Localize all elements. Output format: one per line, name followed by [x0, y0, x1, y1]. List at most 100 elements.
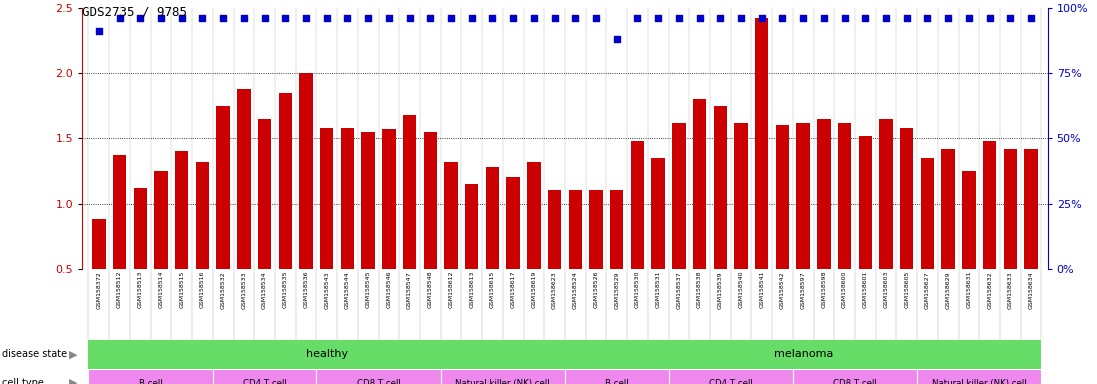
Bar: [565, 340, 1041, 369]
Text: GSM158512: GSM158512: [117, 271, 122, 308]
Text: ▶: ▶: [69, 349, 78, 359]
Text: GSM158537: GSM158537: [677, 271, 681, 309]
Bar: [693, 99, 706, 334]
Point: [173, 15, 191, 21]
Bar: [507, 177, 520, 334]
Text: GSM158535: GSM158535: [283, 271, 287, 308]
Text: GSM158631: GSM158631: [966, 271, 972, 308]
Point: [857, 15, 874, 21]
Point: [753, 15, 770, 21]
Bar: [176, 151, 189, 334]
Bar: [900, 128, 914, 334]
Text: GSM158372: GSM158372: [97, 271, 101, 309]
Bar: [441, 369, 565, 384]
Text: GSM158530: GSM158530: [635, 271, 640, 308]
Point: [670, 15, 688, 21]
Text: GSM158601: GSM158601: [863, 271, 868, 308]
Text: GSM158603: GSM158603: [883, 271, 889, 308]
Text: CD4 T cell: CD4 T cell: [242, 379, 286, 384]
Point: [256, 15, 273, 21]
Bar: [962, 171, 975, 334]
Bar: [465, 184, 478, 334]
Bar: [237, 89, 250, 334]
Bar: [299, 73, 313, 334]
Bar: [1025, 149, 1038, 334]
Point: [691, 15, 709, 21]
Point: [733, 15, 750, 21]
Text: GSM158623: GSM158623: [552, 271, 557, 309]
Text: GSM158629: GSM158629: [946, 271, 951, 309]
Bar: [258, 119, 271, 334]
Text: melanoma: melanoma: [773, 349, 833, 359]
Text: GSM158543: GSM158543: [325, 271, 329, 309]
Text: cell type: cell type: [2, 378, 44, 384]
Bar: [589, 190, 602, 334]
Text: Natural killer (NK) cell: Natural killer (NK) cell: [455, 379, 550, 384]
Bar: [672, 122, 686, 334]
Text: GDS2735 / 9785: GDS2735 / 9785: [82, 6, 188, 19]
Text: GSM158548: GSM158548: [428, 271, 433, 308]
Point: [380, 15, 397, 21]
Bar: [486, 167, 499, 334]
Text: GSM158546: GSM158546: [386, 271, 392, 308]
Point: [815, 15, 833, 21]
Point: [132, 15, 149, 21]
Bar: [796, 122, 810, 334]
Bar: [565, 369, 668, 384]
Point: [981, 15, 998, 21]
Point: [421, 15, 439, 21]
Bar: [89, 340, 565, 369]
Text: ▶: ▶: [69, 378, 78, 384]
Bar: [755, 18, 769, 334]
Text: GSM158547: GSM158547: [407, 271, 412, 309]
Bar: [213, 369, 316, 384]
Bar: [279, 93, 292, 334]
Text: disease state: disease state: [2, 349, 67, 359]
Bar: [668, 369, 793, 384]
Text: GSM158605: GSM158605: [904, 271, 909, 308]
Text: GSM158524: GSM158524: [573, 271, 578, 309]
Text: GSM158612: GSM158612: [449, 271, 453, 308]
Bar: [134, 188, 147, 334]
Text: GSM158529: GSM158529: [614, 271, 619, 309]
Text: GSM158541: GSM158541: [759, 271, 765, 308]
Bar: [92, 219, 105, 334]
Bar: [155, 171, 168, 334]
Point: [214, 15, 231, 21]
Point: [629, 15, 646, 21]
Bar: [838, 122, 851, 334]
Text: GSM158617: GSM158617: [511, 271, 516, 308]
Point: [318, 15, 336, 21]
Text: GSM158632: GSM158632: [987, 271, 992, 309]
Bar: [216, 106, 230, 334]
Bar: [917, 369, 1041, 384]
Text: CD8 T cell: CD8 T cell: [357, 379, 400, 384]
Point: [505, 15, 522, 21]
Text: healthy: healthy: [306, 349, 348, 359]
Bar: [89, 369, 213, 384]
Point: [712, 15, 730, 21]
Bar: [382, 129, 396, 334]
Bar: [610, 190, 623, 334]
Text: Natural killer (NK) cell: Natural killer (NK) cell: [932, 379, 1027, 384]
Text: GSM158544: GSM158544: [344, 271, 350, 309]
Text: GSM158514: GSM158514: [158, 271, 163, 308]
Text: GSM158531: GSM158531: [656, 271, 660, 308]
Point: [566, 15, 584, 21]
Text: CD8 T cell: CD8 T cell: [833, 379, 877, 384]
Text: B cell: B cell: [139, 379, 162, 384]
Text: GSM158516: GSM158516: [200, 271, 205, 308]
Point: [608, 36, 625, 42]
Point: [878, 15, 895, 21]
Text: GSM158536: GSM158536: [304, 271, 308, 308]
Bar: [983, 141, 996, 334]
Bar: [734, 122, 748, 334]
Point: [463, 15, 480, 21]
Text: GSM158634: GSM158634: [1029, 271, 1033, 309]
Point: [194, 15, 212, 21]
Bar: [793, 369, 917, 384]
Bar: [316, 369, 441, 384]
Text: GSM158532: GSM158532: [220, 271, 226, 309]
Point: [918, 15, 936, 21]
Bar: [920, 158, 935, 334]
